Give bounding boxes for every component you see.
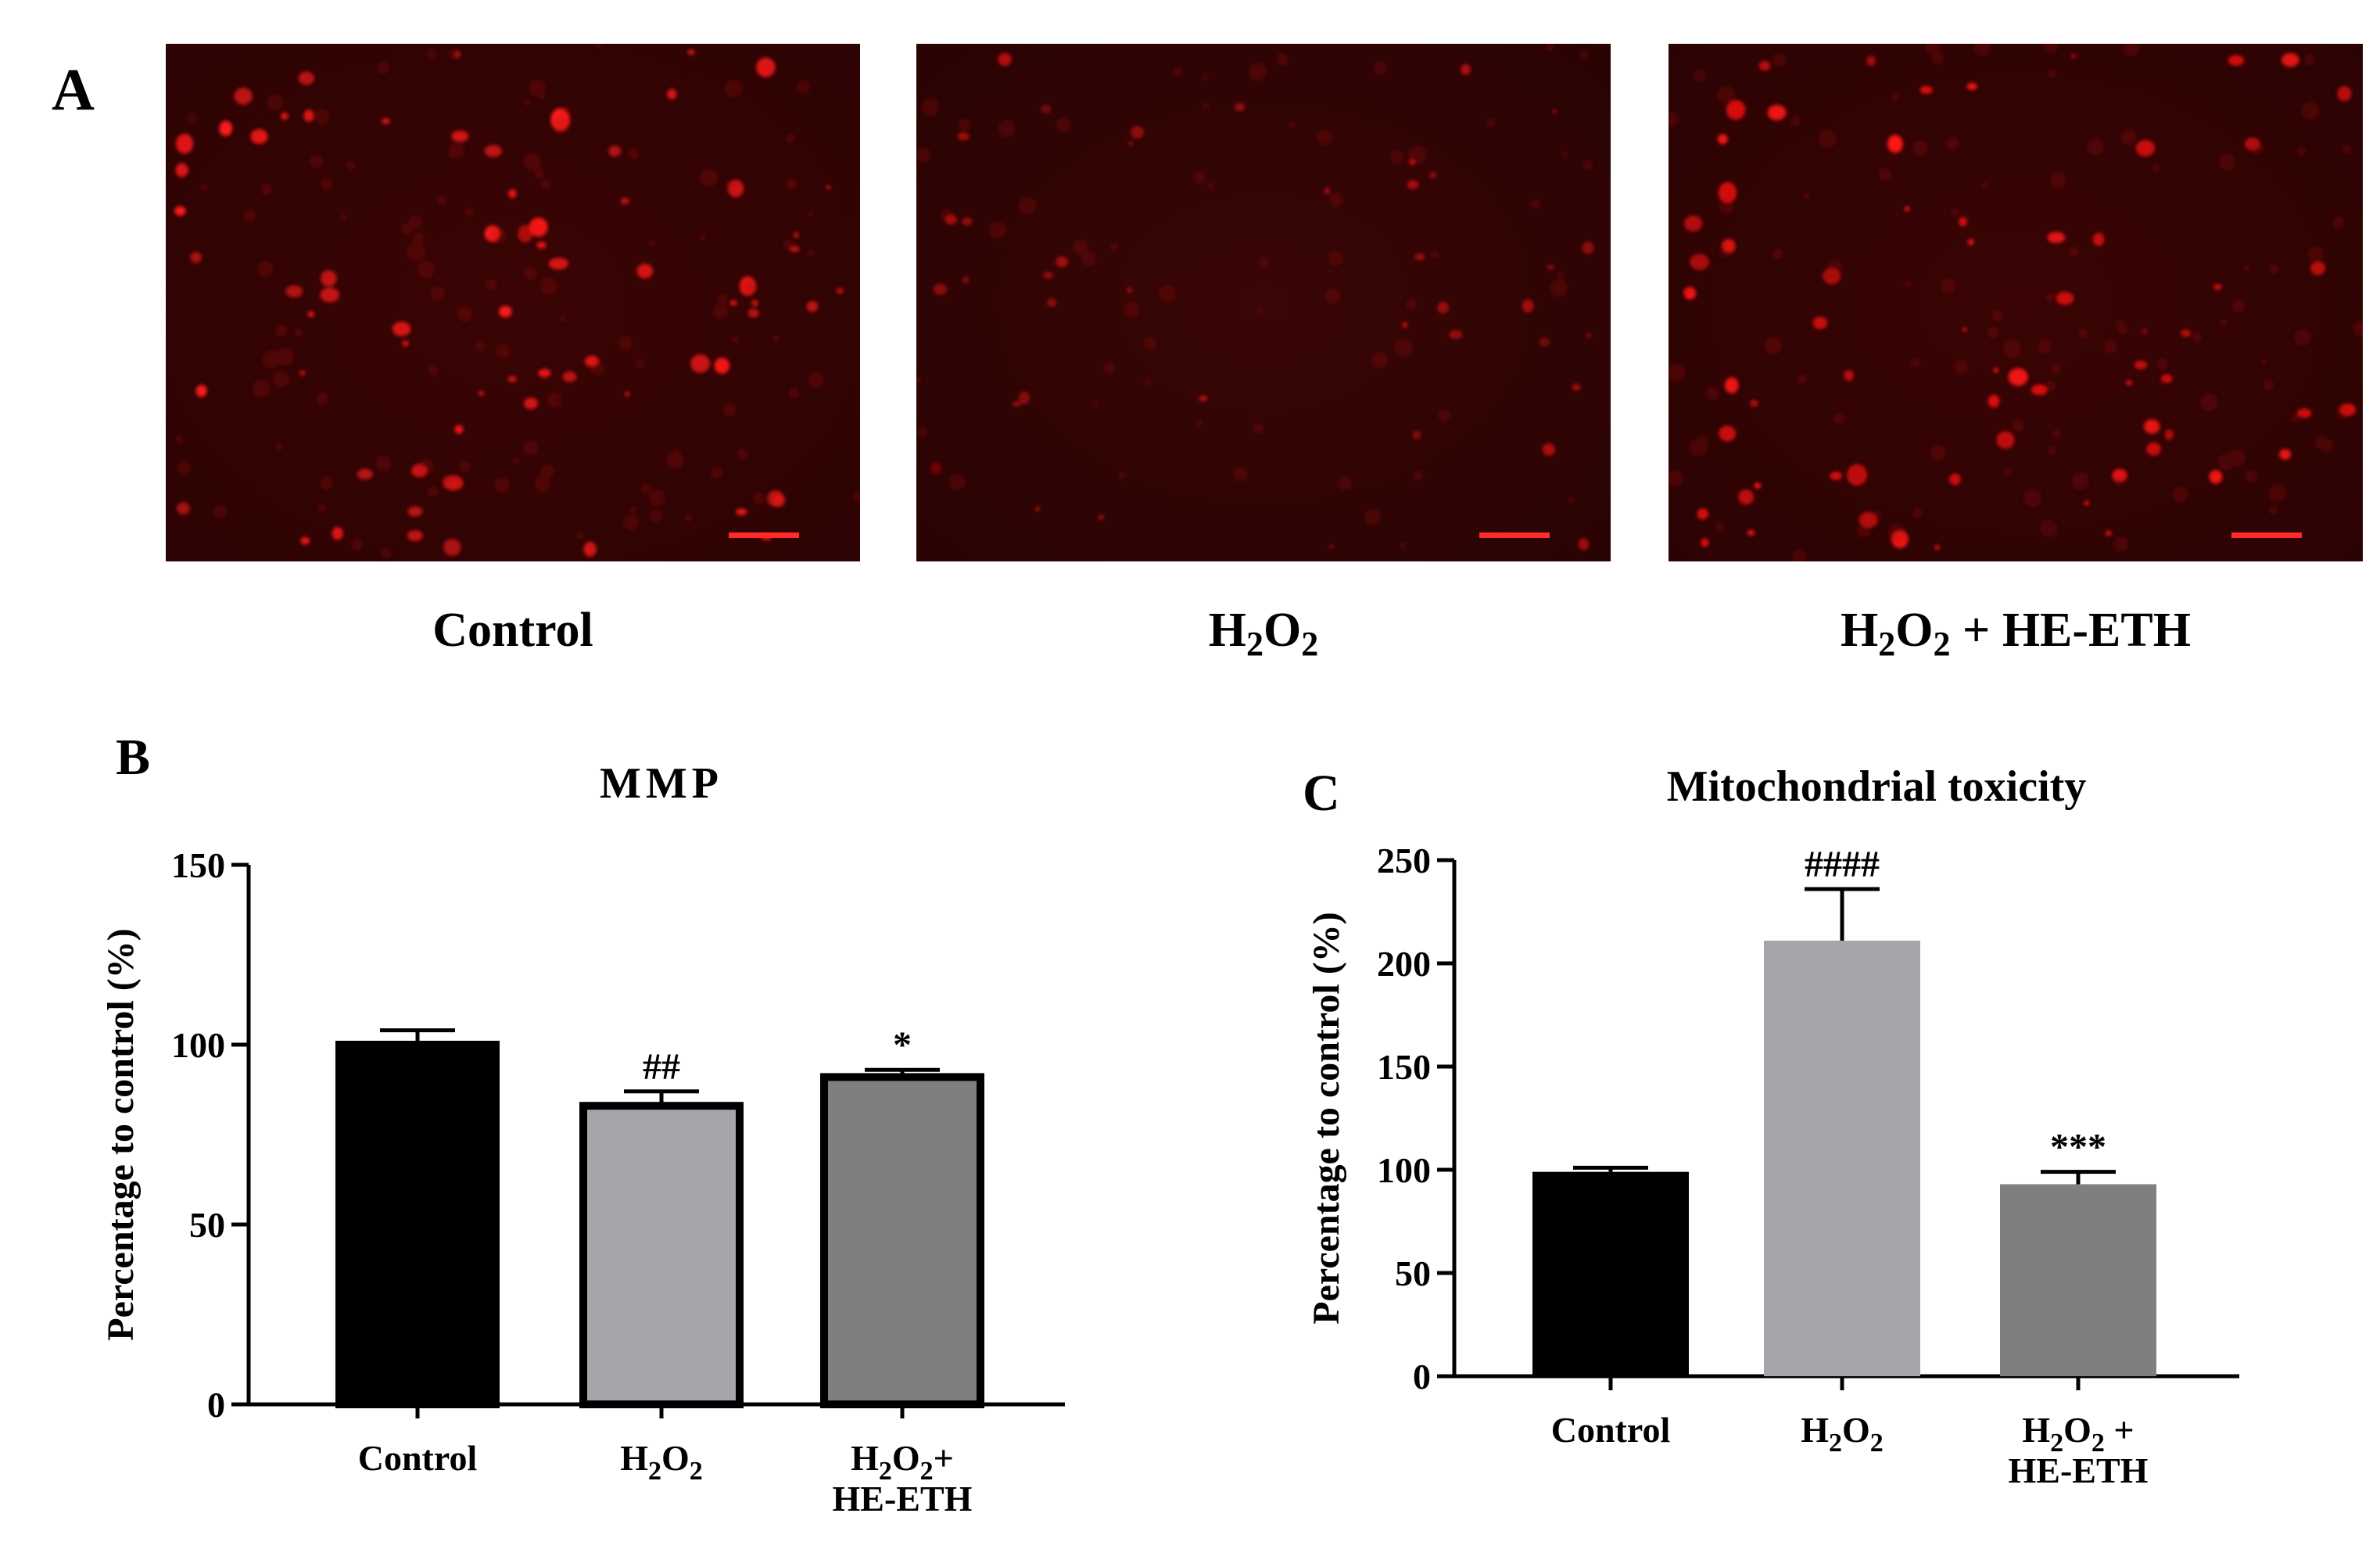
chart-mitochondrial-toxicity: C Mitochondrial toxicity Percentage to con… (1303, 762, 2239, 1490)
y-tick-label: 100 (171, 1025, 225, 1065)
y-tick-label: 0 (207, 1385, 225, 1425)
x-tick-label: Control (358, 1438, 478, 1478)
x-tick-label: Control (1551, 1410, 1671, 1450)
y-tick-label: 50 (1395, 1253, 1431, 1293)
panel-letter-b: B (116, 729, 150, 786)
significance-label: *** (2050, 1127, 2106, 1168)
panel-letter-c: C (1303, 765, 1340, 822)
y-tick-label: 100 (1377, 1150, 1431, 1190)
significance-label: ## (643, 1046, 680, 1088)
y-axis-label: Percentage to control (%) (100, 928, 142, 1340)
y-tick-label: 200 (1377, 944, 1431, 984)
y-tick-label: 0 (1413, 1357, 1431, 1397)
micrograph-background (1669, 44, 2363, 561)
bar-2 (2000, 1184, 2156, 1376)
fluorescent-cells (930, 52, 1594, 550)
y-tick-label: 50 (189, 1205, 225, 1245)
bar-0 (335, 1041, 500, 1408)
micrograph-label-h2o2: H2O2 (916, 599, 1611, 674)
x-tick-label: H2O2+ HE-ETH (833, 1438, 973, 1519)
y-tick-label: 250 (1377, 841, 1431, 880)
chart-title: Mitochondrial toxicity (1667, 762, 2087, 811)
micrograph-control (166, 44, 860, 561)
x-tick-label: H2O2 (1801, 1410, 1884, 1458)
scale-bar (2231, 532, 2302, 538)
y-tick-label: 150 (171, 845, 225, 885)
label-control-text: Control (432, 604, 593, 657)
x-tick-label: H2O2 + HE-ETH (2009, 1410, 2149, 1490)
micrograph-label-h2o2-he-eth: H2O2 + HE-ETH (1669, 599, 2363, 674)
micrograph-background (166, 44, 860, 561)
bar-2 (820, 1073, 984, 1408)
micrograph-background (916, 44, 1611, 561)
micrograph-h2o2 (916, 44, 1611, 561)
label-h2o2-text: H2O2 (1209, 604, 1318, 662)
panel-a-letter: A (52, 57, 95, 123)
y-tick-label: 150 (1377, 1047, 1431, 1087)
x-tick-label: H2O2 (620, 1438, 703, 1486)
chart-title: MMP (600, 759, 723, 808)
bar-1 (579, 1102, 744, 1408)
significance-label: * (893, 1024, 912, 1066)
micrograph-label-control: Control (166, 599, 860, 674)
bar-0 (1532, 1171, 1689, 1376)
scale-bar (729, 532, 799, 538)
label-h2o2-he-eth-text: H2O2 + HE-ETH (1841, 604, 2191, 662)
micrograph-h2o2-he-eth (1669, 44, 2363, 561)
significance-label: #### (1805, 844, 1880, 885)
chart-mmp: B MMP Percentage to control (%) 0 50 100 150 Co… (100, 729, 1065, 1519)
scale-bar (1479, 532, 1550, 538)
bar-1 (1764, 940, 1920, 1376)
y-axis-label: Percentage to control (%) (1306, 912, 1347, 1324)
